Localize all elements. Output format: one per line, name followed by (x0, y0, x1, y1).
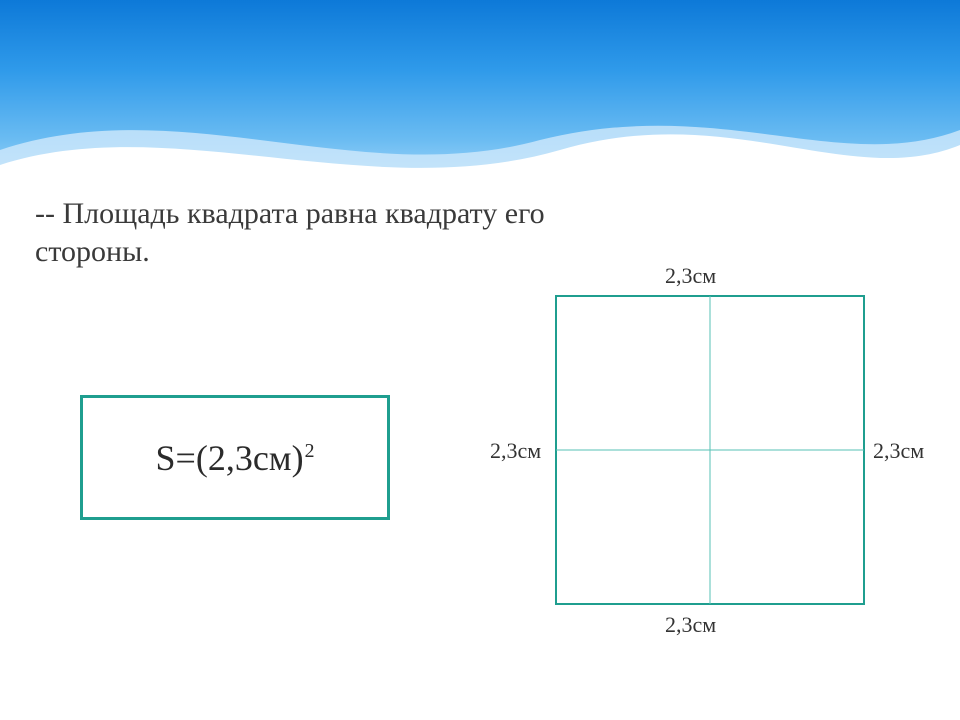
side-label-left: 2,3см (490, 438, 541, 464)
formula-box: S=(2,3см)2 (80, 395, 390, 520)
formula-text: S=(2,3см)2 (156, 437, 315, 479)
formula-value: 2,3см (208, 438, 292, 478)
square-diagram (555, 295, 865, 605)
sky-wave-banner (0, 0, 960, 200)
formula-prefix: S=( (156, 438, 208, 478)
formula-suffix: ) (292, 438, 304, 478)
formula-exponent: 2 (305, 440, 315, 462)
side-label-right: 2,3см (873, 438, 924, 464)
side-label-top: 2,3см (665, 263, 716, 289)
side-label-bottom: 2,3см (665, 612, 716, 638)
slide-title: -- Площадь квадрата равна квадрату его с… (35, 195, 595, 270)
